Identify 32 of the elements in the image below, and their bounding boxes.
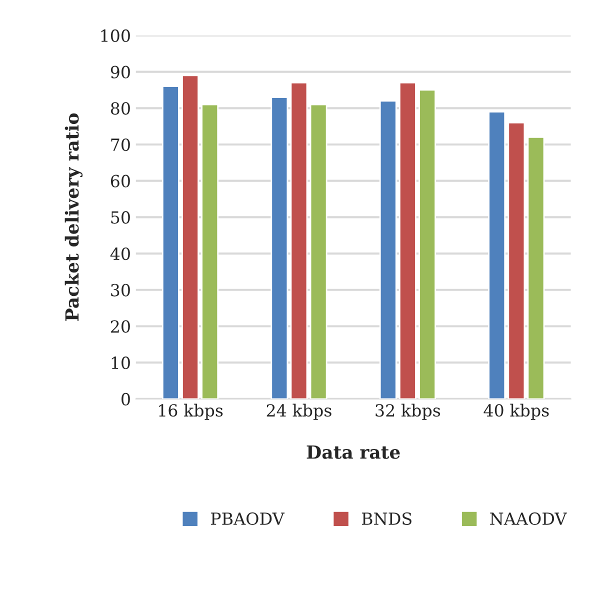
y-tick-label: 20 bbox=[110, 320, 130, 333]
x-axis-title: Data rate bbox=[306, 445, 400, 459]
y-tick-label: 0 bbox=[122, 392, 130, 406]
y-tick-label: 50 bbox=[111, 211, 130, 224]
y-tick-label: 90 bbox=[110, 66, 130, 78]
x-tick-label: 40 kbps bbox=[484, 404, 549, 420]
bar bbox=[290, 82, 308, 399]
bar bbox=[182, 74, 199, 399]
y-tick-label: 10 bbox=[112, 356, 130, 370]
bar bbox=[379, 100, 397, 399]
bar bbox=[508, 122, 526, 399]
x-tick-label: 32 kbps bbox=[376, 404, 440, 420]
y-tick-label: 40 bbox=[110, 248, 130, 260]
y-axis-title: Packet delivery ratio bbox=[64, 113, 83, 321]
y-tick-label: 30 bbox=[111, 284, 130, 296]
bar bbox=[310, 104, 328, 399]
y-tick-label: 60 bbox=[110, 174, 130, 188]
bar bbox=[488, 111, 506, 399]
bar bbox=[270, 96, 288, 399]
bar bbox=[527, 136, 545, 399]
y-tick-label: 80 bbox=[110, 102, 130, 115]
legend-label: BNDS bbox=[362, 512, 412, 525]
bar bbox=[418, 89, 436, 399]
bar bbox=[162, 86, 180, 399]
x-tick-label: 16 kbps bbox=[159, 404, 223, 420]
bar bbox=[201, 104, 219, 399]
x-tick-label: 24 kbps bbox=[266, 404, 332, 420]
legend-label: PBAODV bbox=[211, 512, 285, 525]
y-tick-label: 70 bbox=[111, 138, 130, 152]
legend-label: NAAODV bbox=[490, 512, 567, 525]
y-tick-label: 100 bbox=[101, 29, 130, 42]
bar bbox=[398, 82, 416, 399]
